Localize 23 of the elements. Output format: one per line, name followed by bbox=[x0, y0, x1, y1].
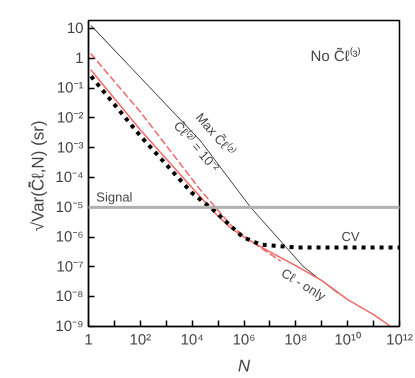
y-axis-title: √Var(Ĉ̃ℓ,N) (sr) bbox=[28, 120, 48, 232]
y-tick-label: 10 bbox=[66, 20, 84, 38]
y-tick-label: 10⁻⁷ bbox=[56, 258, 84, 276]
x-tick-label: 10⁶ bbox=[232, 332, 256, 348]
y-tick-label: 10⁻³ bbox=[56, 139, 84, 156]
y-tick-label: 10⁻⁵ bbox=[56, 198, 84, 216]
y-tick-label: 10⁻⁹ bbox=[55, 318, 84, 335]
y-tick-label: 10⁻⁸ bbox=[55, 288, 84, 306]
y-tick-label: 10⁻⁴ bbox=[55, 169, 84, 186]
y-tick-label: 10⁻¹ bbox=[56, 80, 84, 97]
series-label: CV bbox=[341, 229, 360, 244]
x-tick-label: 10⁴ bbox=[180, 332, 204, 348]
y-tick-label: 1 bbox=[75, 50, 84, 67]
annotation: No C̃ℓ⁽³⁾ bbox=[310, 47, 361, 65]
y-tick-label: 10⁻² bbox=[56, 109, 84, 126]
x-axis-title: N bbox=[238, 356, 251, 376]
text: Cℓ - only bbox=[278, 265, 329, 304]
x-tick-label: 10² bbox=[129, 332, 152, 348]
x-tick-label: 10¹⁰ bbox=[334, 332, 362, 348]
x-tick-label: 10⁸ bbox=[284, 332, 308, 348]
x-tick-label: 10¹² bbox=[386, 332, 413, 348]
y-tick-label: 10⁻⁶ bbox=[56, 228, 84, 246]
ref-line-label: Signal bbox=[96, 189, 133, 204]
